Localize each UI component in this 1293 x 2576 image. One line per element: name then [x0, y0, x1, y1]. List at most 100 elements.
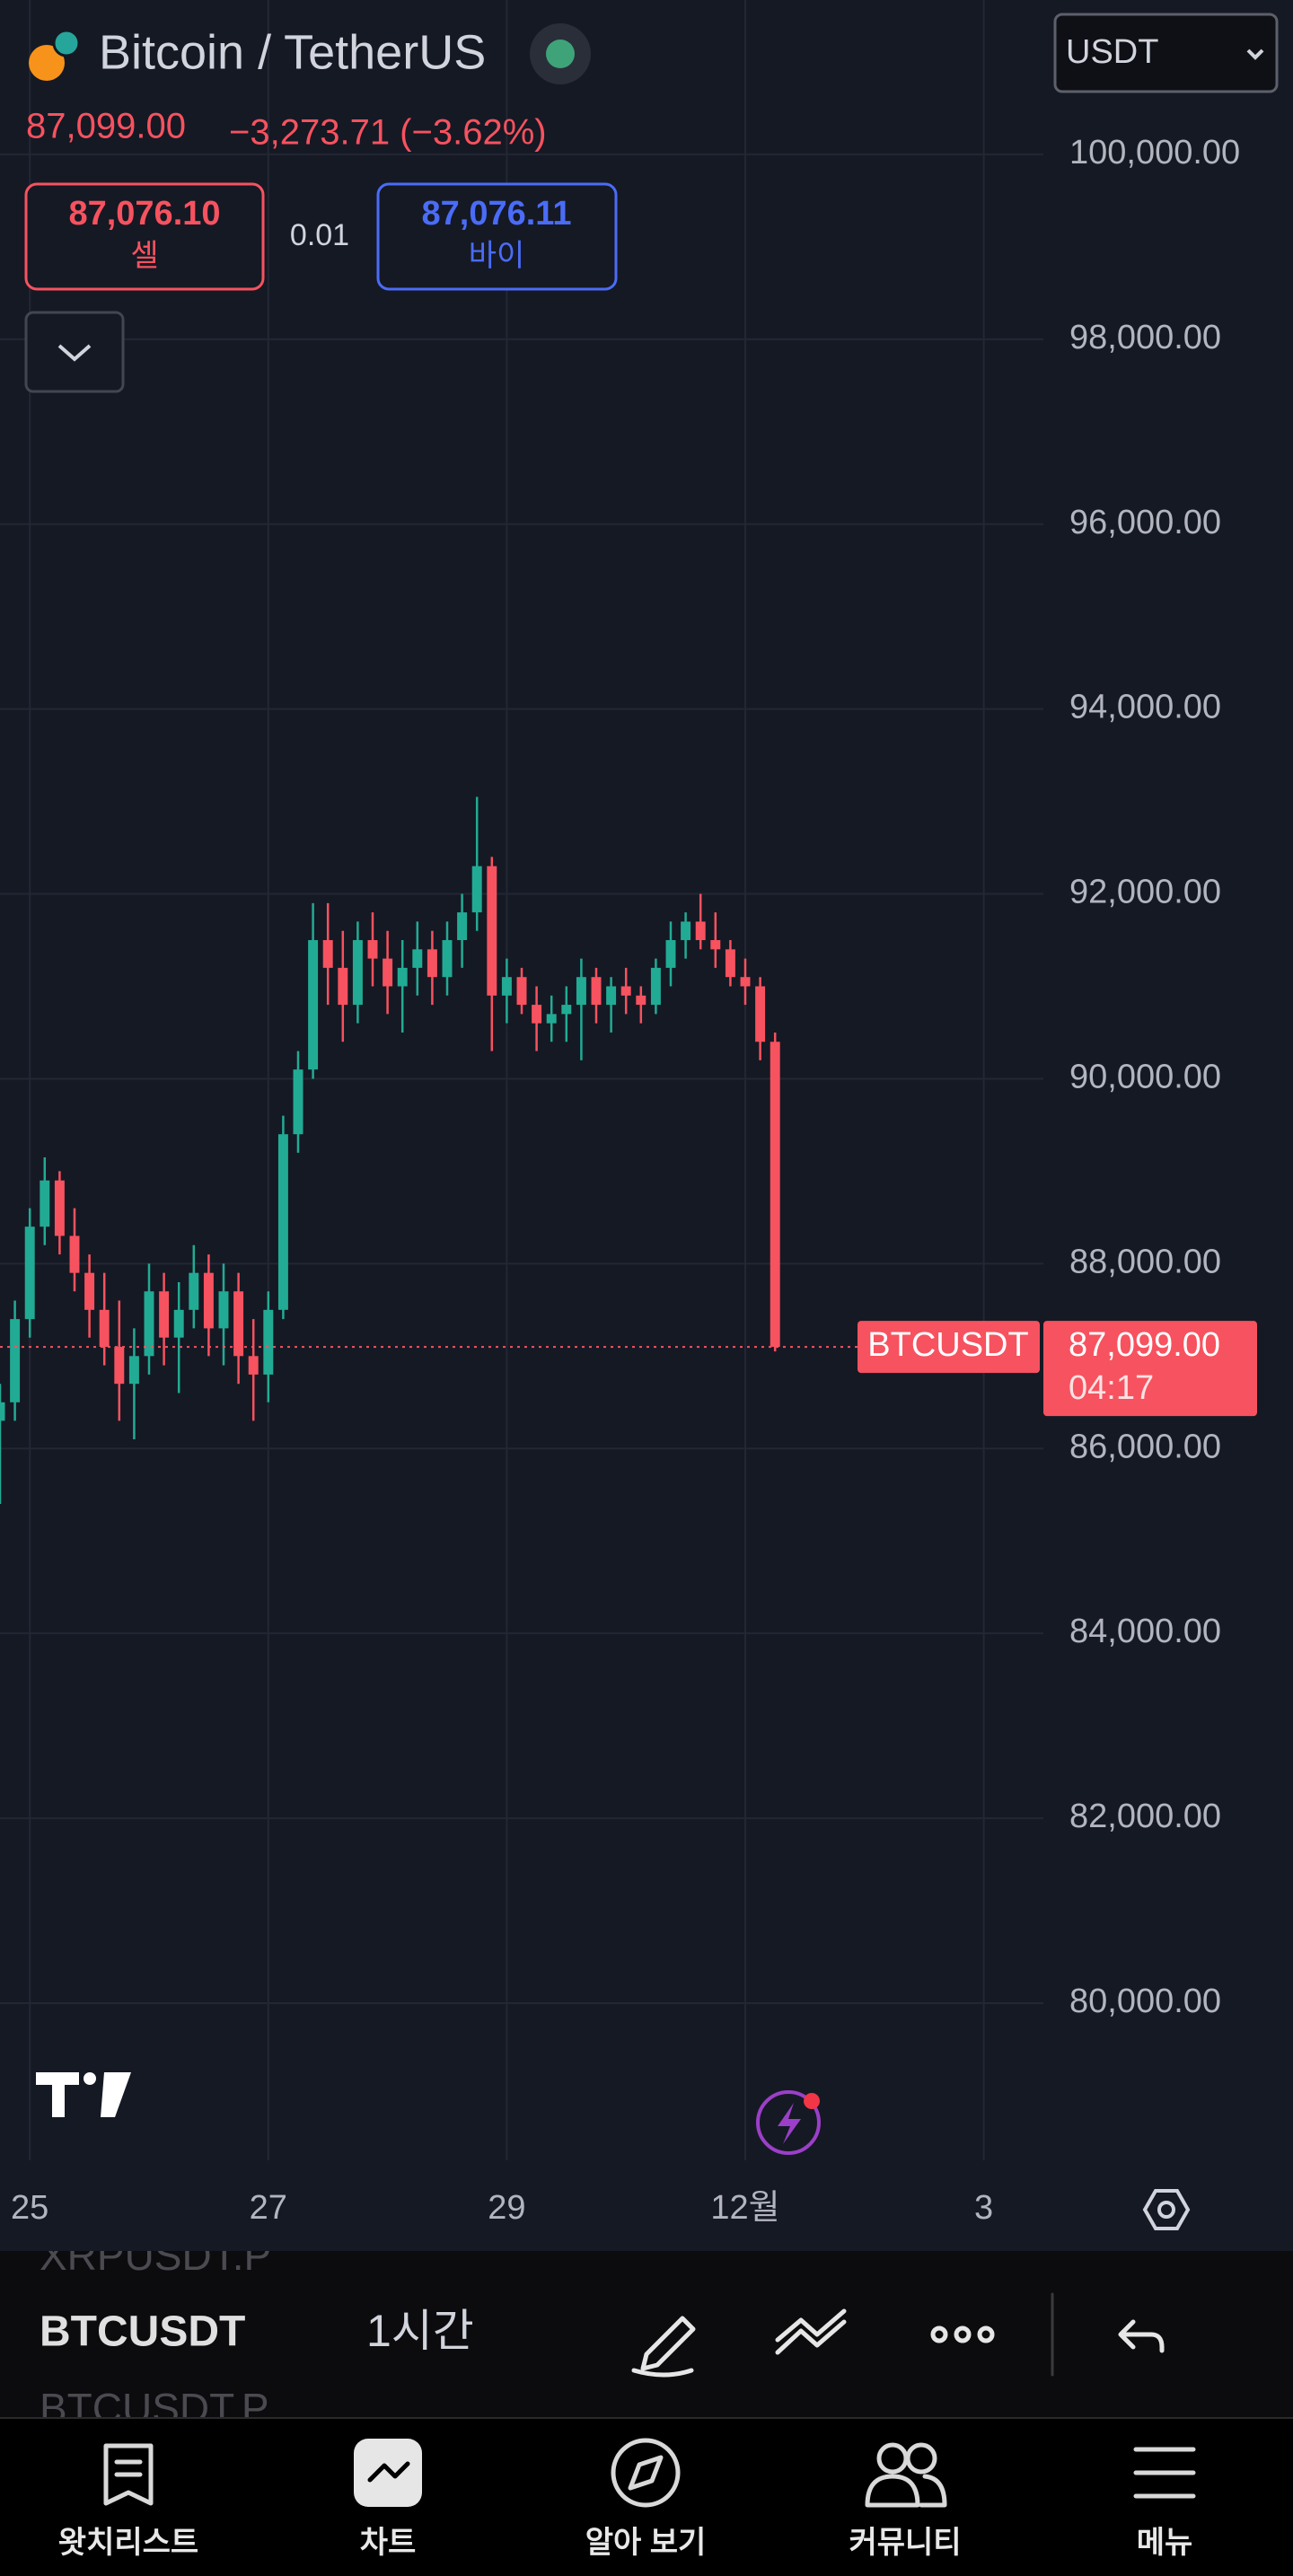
undo-icon[interactable] — [1118, 2319, 1165, 2353]
price-tag — [1043, 1321, 1257, 1417]
candle-body — [427, 949, 437, 978]
nav-label[interactable]: 메뉴 — [1137, 2526, 1193, 2560]
candle-body — [636, 995, 646, 1006]
candle-body — [576, 977, 586, 1006]
symbol-header[interactable]: Bitcoin / TetherUS — [29, 23, 591, 84]
candle-body — [471, 866, 482, 913]
y-tick-label: 86,000.00 — [1069, 1428, 1221, 1465]
community-icon — [905, 2442, 937, 2475]
candle-body — [591, 977, 602, 1006]
candle-body — [24, 1226, 35, 1320]
symbol-option[interactable]: BTCUSDT.P — [40, 2385, 269, 2431]
menu-icon[interactable] — [1133, 2447, 1196, 2499]
currency-box — [1053, 13, 1279, 93]
candle-body — [173, 1309, 184, 1338]
candle-body — [501, 977, 512, 996]
compass-needle — [628, 2455, 664, 2491]
candle-body — [248, 1356, 259, 1375]
x-tick-label: 25 — [11, 2189, 48, 2227]
candle-body — [725, 949, 735, 978]
candle-body — [546, 1014, 557, 1024]
toolbar-icons — [631, 2292, 1165, 2378]
candle-body — [695, 921, 706, 941]
candle-body — [532, 1005, 542, 1024]
nav-label[interactable]: 차트 — [360, 2526, 417, 2560]
candle-body — [218, 1291, 229, 1329]
candle-body — [710, 940, 721, 950]
candle-body — [10, 1319, 21, 1402]
candle-body — [352, 940, 363, 1006]
community-icon-body — [865, 2474, 947, 2508]
expand-button[interactable] — [24, 311, 125, 393]
nav-labels: 왓치리스트 차트 알아 보기 커뮤니티 메뉴 — [58, 2526, 1192, 2560]
nav-label[interactable]: 커뮤니티 — [849, 2526, 961, 2560]
symbol-tag — [858, 1321, 1040, 1374]
more-dot[interactable] — [954, 2325, 972, 2343]
draw-icon[interactable] — [631, 2316, 696, 2378]
logo-t — [36, 2072, 79, 2117]
price-overlay: BTCUSDT 87,099.00 04:17 — [0, 1321, 1257, 1417]
candle-body — [40, 1180, 50, 1227]
candle-body — [740, 977, 751, 987]
tether-icon — [52, 29, 81, 57]
watchlist-icon[interactable] — [103, 2443, 154, 2506]
axes: 80,000.00 82,000.00 84,000.00 86,000.00 88,0… — [11, 134, 1240, 2227]
interval[interactable]: 1시간 — [366, 2306, 474, 2356]
nav-label[interactable]: 왓치리스트 — [58, 2526, 198, 2560]
more-dot[interactable] — [930, 2325, 948, 2343]
sell-button[interactable]: 87,076.10 셀 — [24, 182, 265, 291]
chart-icon-line — [367, 2461, 410, 2483]
candle-body — [159, 1291, 170, 1338]
candle-body — [620, 986, 631, 996]
buy-label: 바이 — [469, 239, 525, 273]
chart-icon[interactable] — [354, 2439, 422, 2507]
y-tick-label: 88,000.00 — [1069, 1243, 1221, 1280]
more-dot[interactable] — [977, 2325, 995, 2343]
alerts-button[interactable] — [756, 2090, 821, 2155]
bolt-icon — [778, 2103, 801, 2144]
symbol-picker[interactable]: XRPUSDT.P BTCUSDT BTCUSDT.P — [40, 2232, 271, 2431]
settings-button[interactable] — [1142, 2189, 1191, 2230]
x-tick-label: 3 — [974, 2189, 993, 2227]
explore-icon[interactable] — [611, 2438, 681, 2508]
candle-body — [263, 1309, 274, 1375]
candle-body — [308, 940, 319, 1070]
logo-dot — [84, 2072, 96, 2085]
symbol-option[interactable]: XRPUSDT.P — [40, 2232, 271, 2279]
candle-body — [322, 940, 333, 968]
x-tick-label: 29 — [488, 2189, 525, 2227]
y-tick-label: 94,000.00 — [1069, 689, 1221, 726]
price-tag-label: 87,099.00 — [1069, 1326, 1220, 1364]
candle-body — [114, 1347, 125, 1385]
y-tick-label: 82,000.00 — [1069, 1798, 1221, 1835]
candle-body — [99, 1309, 110, 1348]
x-tick-label: 12월 — [710, 2189, 779, 2227]
candle-body — [516, 977, 527, 1006]
sell-label: 셀 — [130, 239, 158, 273]
btc-icon — [29, 45, 65, 81]
market-status-dot — [546, 40, 575, 68]
candle-body — [54, 1180, 65, 1236]
sell-box — [24, 182, 265, 291]
buy-button[interactable]: 87,076.11 바이 — [376, 182, 618, 291]
candle-body — [69, 1235, 80, 1273]
candle-body — [770, 1042, 780, 1348]
candle-body — [681, 921, 691, 941]
nav-label[interactable]: 알아 보기 — [585, 2526, 707, 2560]
chart-background — [0, 0, 1293, 2251]
candle-body — [442, 940, 453, 978]
spread: 0.01 — [290, 218, 349, 252]
candle-body — [561, 1005, 572, 1015]
grid — [0, 0, 1043, 2160]
candle-body — [277, 1134, 288, 1310]
candle-body — [755, 986, 766, 1042]
chevron-icon — [57, 344, 92, 362]
symbol-selected[interactable]: BTCUSDT — [40, 2308, 245, 2356]
symbol-title: Bitcoin / TetherUS — [99, 25, 486, 79]
currency-select[interactable]: USDT — [1053, 13, 1279, 93]
line-tools-icon[interactable] — [775, 2308, 847, 2355]
candle-body — [665, 940, 676, 968]
candle-body — [293, 1069, 303, 1135]
